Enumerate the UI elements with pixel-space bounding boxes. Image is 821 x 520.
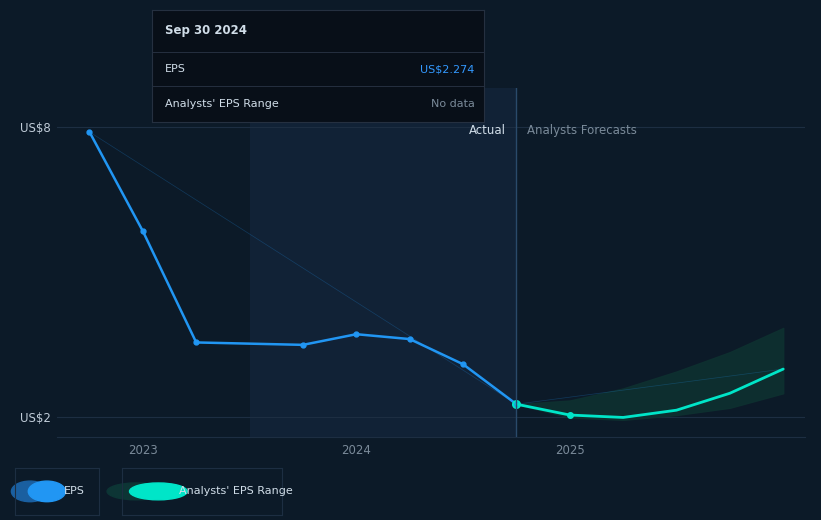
Text: Sep 30 2024: Sep 30 2024 (165, 24, 247, 37)
Circle shape (11, 481, 48, 502)
Text: No data: No data (430, 99, 475, 109)
Text: Analysts' EPS Range: Analysts' EPS Range (165, 99, 279, 109)
Circle shape (130, 483, 187, 500)
Text: US$2.274: US$2.274 (420, 64, 475, 74)
Text: Analysts' EPS Range: Analysts' EPS Range (179, 486, 293, 497)
Text: Analysts Forecasts: Analysts Forecasts (527, 124, 637, 137)
Circle shape (28, 481, 66, 502)
Bar (250, 88, 516, 437)
Circle shape (107, 483, 165, 500)
Text: EPS: EPS (165, 64, 186, 74)
Text: EPS: EPS (64, 486, 85, 497)
Text: Actual: Actual (469, 124, 506, 137)
